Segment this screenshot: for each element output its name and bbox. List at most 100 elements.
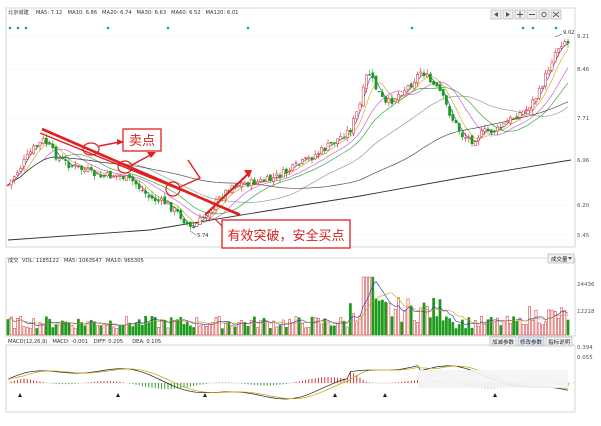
candle-body: [454, 120, 458, 124]
volume-bar: [83, 325, 87, 336]
macd-param-button[interactable]: 加减参数: [489, 336, 517, 347]
settings-icon[interactable]: [538, 9, 550, 20]
volume-axis: 24436 12218: [577, 282, 595, 315]
ma-legend-item: MA60: 6.52: [171, 10, 201, 16]
candle-body: [419, 71, 423, 74]
volume-bar: [131, 326, 135, 336]
event-marker-dot: [531, 26, 535, 30]
macd-param-button[interactable]: 指标说明: [545, 336, 573, 347]
volume-bar: [413, 320, 416, 336]
volume-bar: [480, 316, 483, 336]
chevron-down-icon: [568, 257, 572, 260]
volume-bar: [365, 276, 368, 336]
candle-body: [361, 86, 365, 107]
candle-body: [473, 141, 477, 147]
ma-legend-item: MA5: 7.12: [36, 10, 62, 16]
volume-bar: [313, 317, 317, 336]
volume-bar: [381, 299, 384, 336]
volume-ma-line: [7, 280, 569, 327]
volume-title: 成交: [8, 256, 18, 264]
candle-body: [560, 46, 563, 49]
candle-body: [313, 154, 317, 160]
volume-bar: [310, 316, 314, 336]
volume-bar: [307, 327, 311, 336]
volume-bar: [157, 326, 160, 336]
candle-body: [54, 146, 58, 160]
volume-bar: [48, 318, 51, 336]
candle-body: [137, 183, 141, 189]
candle-body: [397, 94, 400, 101]
high-price-pointer: [554, 33, 563, 38]
candle-body: [134, 180, 138, 185]
candle-body: [502, 122, 506, 127]
price-panel[interactable]: [5, 7, 576, 248]
volume-bar: [214, 317, 218, 336]
volume-bar: [505, 315, 509, 336]
macd-buttons: 加减参数 修改参数 指标说明: [489, 336, 573, 347]
candle-body: [451, 113, 455, 121]
candle-body: [464, 137, 467, 139]
zoom-out-icon[interactable]: [526, 9, 538, 20]
candle-body: [531, 99, 535, 110]
left-arrow-icon[interactable]: [490, 9, 502, 20]
long-ma-line: [7, 159, 572, 241]
candle-body: [448, 106, 451, 116]
volume-bar: [160, 319, 163, 336]
sell-annotation: 卖点: [39, 127, 241, 217]
candle-body: [77, 165, 80, 168]
candle-body: [432, 80, 435, 85]
candle-body: [112, 176, 115, 178]
volume-bar: [317, 318, 320, 336]
volume-bar: [115, 328, 119, 336]
volume-bar: [297, 317, 301, 336]
candle-body: [416, 74, 419, 84]
candle-body: [365, 74, 368, 90]
volume-bar: [566, 319, 570, 336]
price-tick-label: 6.20: [577, 203, 590, 209]
candle-body: [518, 112, 522, 118]
macd-cross-marker: [203, 393, 207, 397]
volume-bar: [419, 307, 423, 336]
event-marker-dot: [410, 26, 414, 30]
volume-bar: [550, 309, 554, 336]
moving-average-lines: [7, 43, 572, 241]
macd-param-button-label: 加减参数: [492, 338, 515, 346]
ma-line: [7, 101, 569, 189]
candle-body: [550, 62, 554, 71]
volume-bar: [288, 319, 291, 336]
volume-bar: [438, 299, 442, 336]
close-icon[interactable]: [550, 9, 562, 20]
buy-annotation: 有效突破，安全买点: [204, 170, 351, 249]
volume-bar: [377, 300, 381, 336]
volume-tick-label: 12218: [577, 309, 595, 315]
volume-bar: [217, 316, 221, 336]
candle-body: [192, 226, 195, 229]
candle-body: [329, 142, 333, 144]
volume-bar: [547, 309, 551, 336]
candle-body: [505, 121, 509, 123]
candle-body: [29, 151, 32, 155]
volume-bar: [291, 322, 295, 336]
candle-body: [429, 73, 432, 83]
volume-bar: [470, 327, 474, 336]
volume-bar: [198, 325, 202, 336]
volume-dropdown[interactable]: 成交量: [547, 253, 575, 264]
candle-body: [217, 196, 221, 200]
candle-body: [249, 178, 253, 186]
candle-body: [243, 182, 247, 185]
macd-param-button[interactable]: 修改参数: [517, 336, 545, 347]
volume-bar: [201, 324, 205, 336]
event-marker-dot: [16, 26, 20, 30]
volume-bar: [230, 325, 234, 336]
candle-body: [368, 74, 371, 76]
macd-axis: 0.394 0.055: [577, 345, 593, 361]
candle-body: [425, 73, 429, 78]
volume-bar: [64, 321, 67, 336]
volume-bar: [457, 324, 461, 336]
volume-bar: [9, 316, 13, 336]
right-arrow-icon[interactable]: [502, 9, 514, 20]
ma-legend-item: MA120: 6.01: [206, 10, 239, 16]
volume-legend-item: MA5: 1063547: [64, 258, 102, 264]
zoom-in-icon[interactable]: [514, 9, 526, 20]
